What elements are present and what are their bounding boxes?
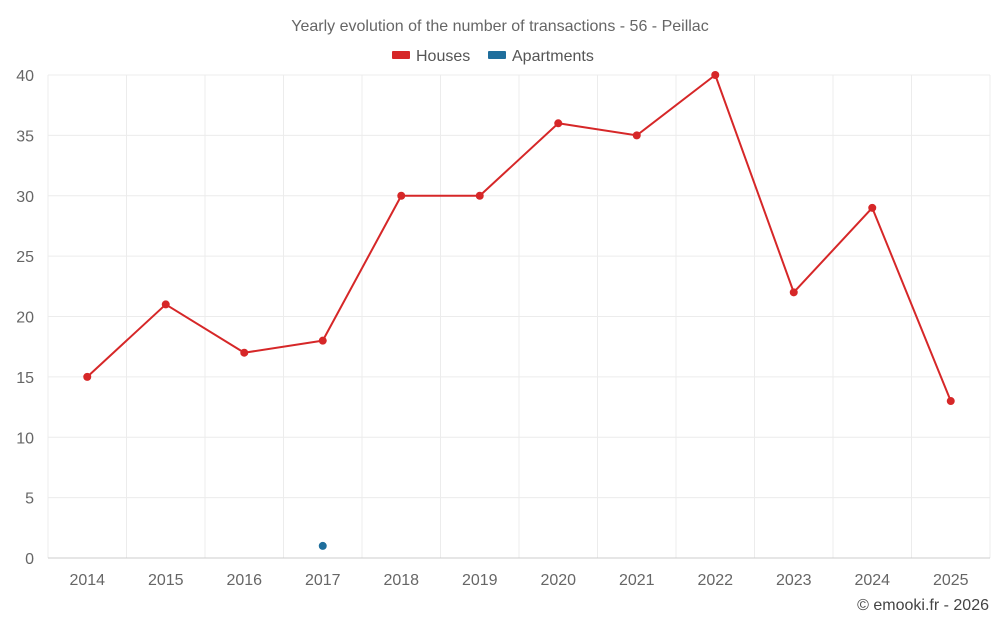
- data-point-houses-2016[interactable]: [240, 348, 249, 357]
- x-tick-label: 2018: [383, 572, 419, 589]
- y-tick-label: 0: [25, 551, 34, 568]
- x-tick-label: 2020: [540, 572, 576, 589]
- data-point-houses-2024[interactable]: [868, 203, 877, 212]
- data-point-houses-2018[interactable]: [397, 191, 406, 200]
- legend-swatch-apartments: [488, 51, 506, 59]
- series-layer: [83, 71, 955, 550]
- x-tick-label: 2017: [305, 572, 341, 589]
- series-houses: [83, 71, 955, 406]
- y-tick-label: 25: [16, 249, 34, 266]
- x-tick-label: 2021: [619, 572, 655, 589]
- data-point-houses-2019[interactable]: [475, 191, 484, 200]
- x-tick-label: 2016: [226, 572, 262, 589]
- y-tick-label: 15: [16, 370, 34, 387]
- data-point-houses-2017[interactable]: [318, 336, 327, 345]
- legend-label-houses[interactable]: Houses: [416, 48, 470, 65]
- y-tick-label: 5: [25, 491, 34, 508]
- y-tick-label: 35: [16, 128, 34, 145]
- data-point-houses-2022[interactable]: [711, 71, 720, 79]
- y-tick-label: 20: [16, 310, 34, 327]
- data-point-apartments-2017[interactable]: [318, 541, 327, 550]
- legend-label-apartments[interactable]: Apartments: [512, 48, 594, 65]
- legend-swatch-houses: [392, 51, 410, 59]
- data-point-houses-2014[interactable]: [83, 372, 92, 381]
- y-tick-label: 30: [16, 189, 34, 206]
- y-tick-label: 40: [16, 68, 34, 85]
- data-point-houses-2020[interactable]: [554, 119, 563, 128]
- x-tick-label: 2025: [933, 572, 969, 589]
- chart-title: Yearly evolution of the number of transa…: [291, 18, 708, 35]
- x-tick-label: 2015: [148, 572, 184, 589]
- x-gridlines: [47, 75, 991, 558]
- x-tick-label: 2024: [854, 572, 890, 589]
- y-tick-label: 10: [16, 430, 34, 447]
- credit-text: © emooki.fr - 2026: [857, 597, 989, 614]
- x-tick-label: 2022: [697, 572, 733, 589]
- series-apartments: [318, 541, 327, 550]
- series-line-houses: [86, 74, 952, 402]
- data-point-houses-2021[interactable]: [632, 131, 641, 140]
- legend: Houses Apartments: [392, 48, 594, 65]
- data-point-houses-2023[interactable]: [789, 288, 798, 297]
- x-tick-label: 2014: [69, 572, 105, 589]
- x-tick-label: 2019: [462, 572, 498, 589]
- y-axis-ticks: 0 5 10 15 20 25 30 35 40: [16, 68, 34, 568]
- x-tick-label: 2023: [776, 572, 812, 589]
- data-point-houses-2025[interactable]: [946, 397, 955, 406]
- data-point-houses-2015[interactable]: [161, 300, 170, 309]
- x-axis-ticks: 2014 2015 2016 2017 2018 2019 2020 2021 2022 2023…: [69, 572, 968, 589]
